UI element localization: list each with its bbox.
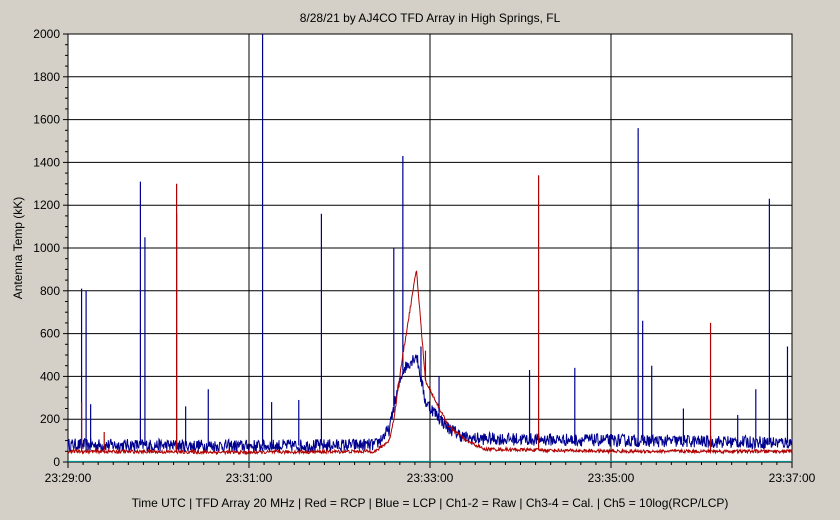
y-tick-label: 0 — [53, 455, 60, 469]
y-tick-label: 400 — [40, 369, 60, 383]
y-tick-label: 1400 — [33, 155, 60, 169]
grid — [68, 34, 792, 462]
x-tick-label: 23:33:00 — [407, 471, 454, 485]
y-tick-label: 600 — [40, 327, 60, 341]
series-rcp-line — [67, 270, 793, 456]
y-tick-label: 2000 — [33, 27, 60, 41]
y-tick-label: 200 — [40, 412, 60, 426]
y-axis-label: Antenna Temp (kK) — [11, 197, 25, 300]
x-tick-label: 23:29:00 — [45, 471, 92, 485]
x-tick-label: 23:37:00 — [769, 471, 816, 485]
y-tick-label: 800 — [40, 284, 60, 298]
y-tick-label: 1000 — [33, 241, 60, 255]
y-tick-label: 1200 — [33, 198, 60, 212]
y-tick-label: 1800 — [33, 70, 60, 84]
series-layer — [67, 34, 793, 462]
x-axis: 23:29:00 23:31:00 23:33:00 23:35:00 23:37:00 — [45, 462, 816, 485]
x-axis-label: Time UTC | TFD Array 20 MHz | Red = RCP … — [132, 496, 729, 510]
chart-title: 8/28/21 by AJ4CO TFD Array in High Sprin… — [300, 11, 561, 25]
series-lcp-line — [67, 353, 793, 454]
y-axis: 0 200 400 600 800 1000 1200 1400 1600 1800 2000 — [33, 27, 68, 469]
y-tick-label: 1600 — [33, 113, 60, 127]
x-tick-label: 23:35:00 — [588, 471, 635, 485]
x-tick-label: 23:31:00 — [226, 471, 273, 485]
